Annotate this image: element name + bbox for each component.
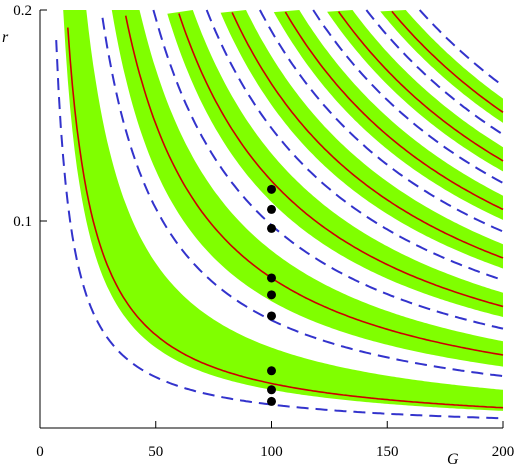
dashed-curve-5 [259, 9, 504, 233]
stability-band-4 [220, 10, 503, 269]
data-point-8 [267, 204, 276, 214]
data-point-6 [267, 273, 276, 283]
y-axis-label: r [2, 29, 9, 46]
stability-band-5 [273, 10, 503, 220]
dashed-curve-7 [365, 9, 504, 136]
stability-band-1 [63, 10, 503, 411]
stability-band-6 [327, 10, 503, 172]
x-tick-label: 0 [36, 444, 44, 460]
data-point-5 [267, 290, 276, 300]
data-point-9 [267, 184, 276, 194]
x-tick-label: 100 [260, 444, 283, 460]
x-tick-label: 150 [376, 444, 399, 460]
tick-marks [39, 9, 504, 428]
dashed-curve-2 [101, 17, 504, 378]
data-point-1 [267, 396, 276, 406]
solid-curve-7 [391, 10, 504, 113]
data-point-3 [267, 366, 276, 376]
x-tick-label: 200 [492, 444, 515, 460]
x-axis-label: G [447, 451, 459, 468]
solid-curves [67, 10, 504, 409]
data-point-4 [267, 311, 276, 321]
solid-curve-4 [231, 12, 504, 259]
stability-band-2 [111, 10, 504, 367]
dashed-curve-4 [205, 9, 504, 282]
solid-curve-3 [178, 13, 504, 308]
solid-curve-6 [337, 11, 504, 162]
solid-curve-5 [284, 11, 504, 211]
stability-band-7 [380, 10, 503, 123]
y-tick-label: 0.1 [13, 214, 32, 230]
marked-points [267, 184, 276, 406]
solid-curve-1 [67, 27, 504, 409]
data-point-2 [267, 385, 276, 395]
y-tick-label: 0.2 [13, 3, 32, 19]
dashed-curve-8 [418, 9, 504, 87]
solid-curve-2 [124, 15, 504, 356]
dashed-curve-1 [55, 40, 504, 420]
stability-band-3 [167, 10, 504, 317]
tick-labels: 0 50 100 150 200 0.1 0.2 [13, 3, 514, 460]
x-tick-label: 50 [148, 444, 163, 460]
dashed-curve-6 [312, 9, 504, 184]
stability-bands [63, 10, 504, 411]
dashed-boundaries [55, 9, 504, 420]
dashed-curve-3 [152, 9, 504, 330]
data-point-7 [267, 223, 276, 233]
